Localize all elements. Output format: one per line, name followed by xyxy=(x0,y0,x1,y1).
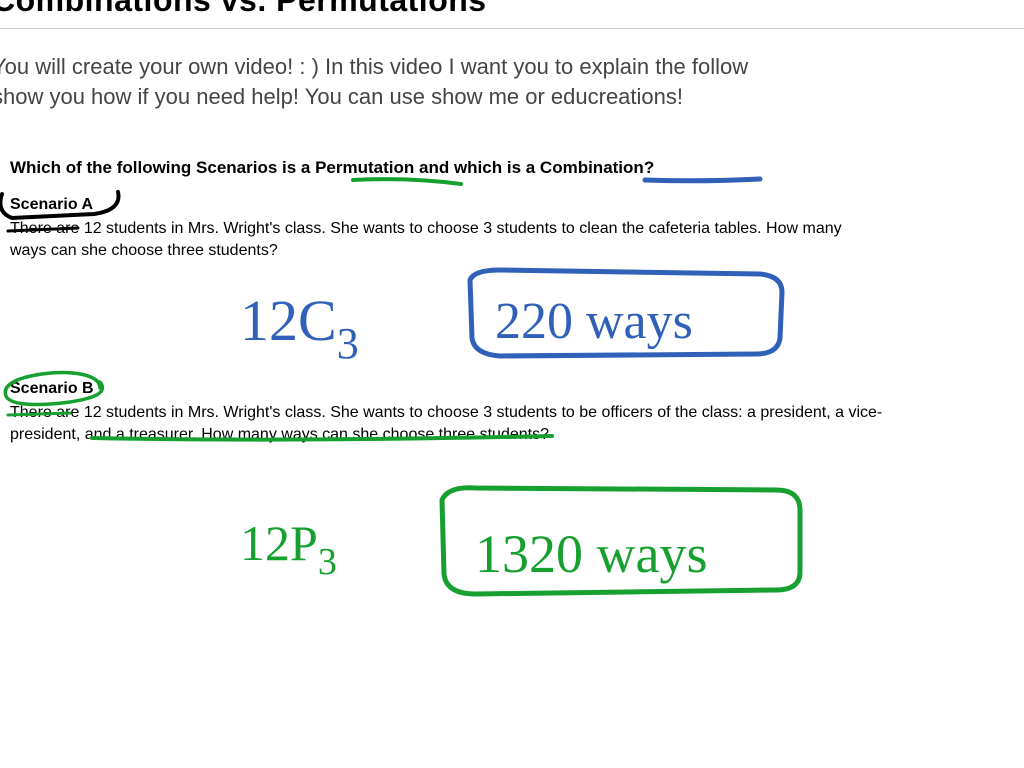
intro-line1: You will create your own video! : ) In t… xyxy=(0,54,748,79)
q-combination: Combination xyxy=(540,158,644,177)
annotation-12p3-main: 12P xyxy=(240,515,318,571)
box-220-ways xyxy=(470,270,782,356)
scenario-a-label: Scenario A xyxy=(10,196,93,214)
handwriting-overlay: 12C3 220 ways 12P3 1320 ways xyxy=(0,0,1024,768)
q-prefix: Which of the following Scenarios is a xyxy=(10,158,315,177)
scenario-b-body-pre: There are 12 students in Mrs. Wright's c… xyxy=(10,404,747,421)
annotation-12c3: 12C3 xyxy=(240,288,359,368)
scenario-b-body-post: . How many ways can she choose three stu… xyxy=(192,426,549,443)
scenario-a-body: There are 12 students in Mrs. Wright's c… xyxy=(10,218,860,261)
worksheet-page: { "header": { "title_partial": "Combinat… xyxy=(0,0,1024,768)
annotation-220-ways: 220 ways xyxy=(495,293,693,350)
permutation-underline xyxy=(353,179,461,184)
page-title: Combinations vs. Permutations xyxy=(0,0,487,19)
q-mid: and which is a xyxy=(414,158,540,177)
box-1320-ways xyxy=(442,488,800,594)
intro-line2: show you how if you need help! You can u… xyxy=(0,84,683,109)
intro-text: You will create your own video! : ) In t… xyxy=(0,52,1024,111)
annotation-12c3-sub: 3 xyxy=(337,319,359,368)
header-rule xyxy=(0,28,1024,29)
q-suffix: ? xyxy=(644,158,654,177)
annotation-12p3-sub: 3 xyxy=(318,541,337,583)
scenario-b-label: Scenario B xyxy=(10,380,94,398)
annotation-1320-ways: 1320 ways xyxy=(475,524,707,584)
question-text: Which of the following Scenarios is a Pe… xyxy=(10,158,654,178)
scenario-b-body: There are 12 students in Mrs. Wright's c… xyxy=(10,402,910,445)
q-permutation: Permutation xyxy=(315,158,414,177)
combination-underline xyxy=(645,179,760,181)
annotation-12c3-main: 12C xyxy=(240,288,337,353)
annotation-12p3: 12P3 xyxy=(240,515,337,583)
